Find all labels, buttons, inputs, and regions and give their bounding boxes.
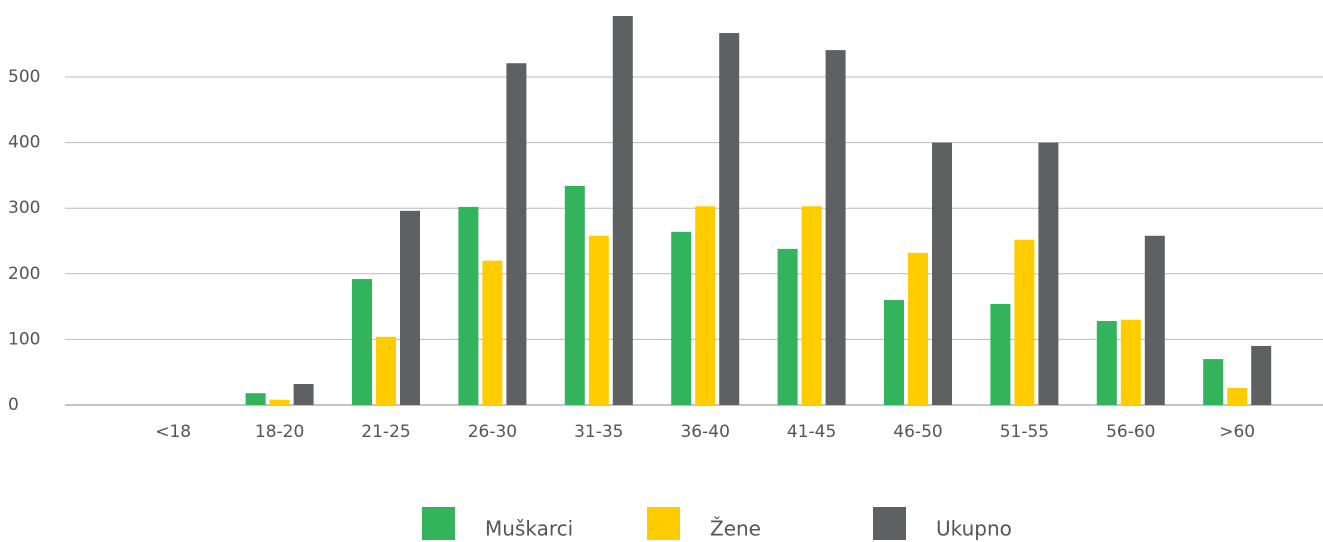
legend-label: Muškarci	[485, 517, 573, 541]
legend-label: Ukupno	[936, 517, 1012, 541]
bar	[245, 393, 266, 405]
x-tick-label: 36-40	[680, 422, 729, 442]
bar	[1251, 345, 1272, 405]
bar	[400, 210, 420, 405]
y-tick-label: 400	[8, 133, 40, 153]
bar	[482, 260, 503, 405]
y-tick-label: 500	[8, 67, 40, 87]
x-tick-label: <18	[155, 422, 191, 442]
bar	[1014, 239, 1035, 405]
bar	[1227, 387, 1248, 405]
bar	[695, 206, 716, 405]
x-tick-label: 18-20	[255, 422, 304, 442]
bar	[564, 185, 585, 405]
bar	[612, 15, 633, 405]
bar	[1203, 359, 1224, 405]
x-tick-label: 21-25	[361, 422, 410, 442]
bar	[458, 206, 479, 405]
bar	[588, 235, 609, 405]
y-tick-label: 0	[8, 395, 19, 415]
bar	[506, 63, 527, 405]
x-tick-label: 56-60	[1106, 422, 1155, 442]
bar	[825, 50, 846, 405]
x-tick-label: 26-30	[468, 422, 517, 442]
y-tick-label: 300	[8, 198, 40, 218]
bar	[1038, 142, 1059, 405]
x-tick-label: 31-35	[574, 422, 623, 442]
bar	[990, 303, 1011, 405]
x-tick-label: 46-50	[893, 422, 942, 442]
bar	[908, 252, 928, 405]
bar	[293, 384, 314, 405]
bar	[1096, 321, 1117, 405]
bar	[1144, 235, 1165, 405]
y-tick-label: 200	[8, 264, 40, 284]
bar	[1120, 319, 1141, 405]
bar	[269, 399, 290, 405]
x-tick-label: 51-55	[1000, 422, 1049, 442]
bar	[352, 279, 372, 405]
bar	[671, 231, 692, 405]
legend-swatch	[422, 507, 455, 540]
bar	[777, 248, 798, 405]
legend-swatch	[873, 507, 906, 540]
legend-label: Žene	[710, 517, 761, 541]
bar	[719, 33, 740, 405]
bar	[801, 206, 822, 405]
y-tick-label: 100	[8, 329, 40, 349]
legend-swatch	[647, 507, 680, 540]
bar	[932, 142, 952, 405]
x-tick-label: >60	[1219, 422, 1255, 442]
bar	[884, 300, 904, 405]
x-tick-label: 41-45	[787, 422, 836, 442]
bar	[376, 336, 396, 405]
